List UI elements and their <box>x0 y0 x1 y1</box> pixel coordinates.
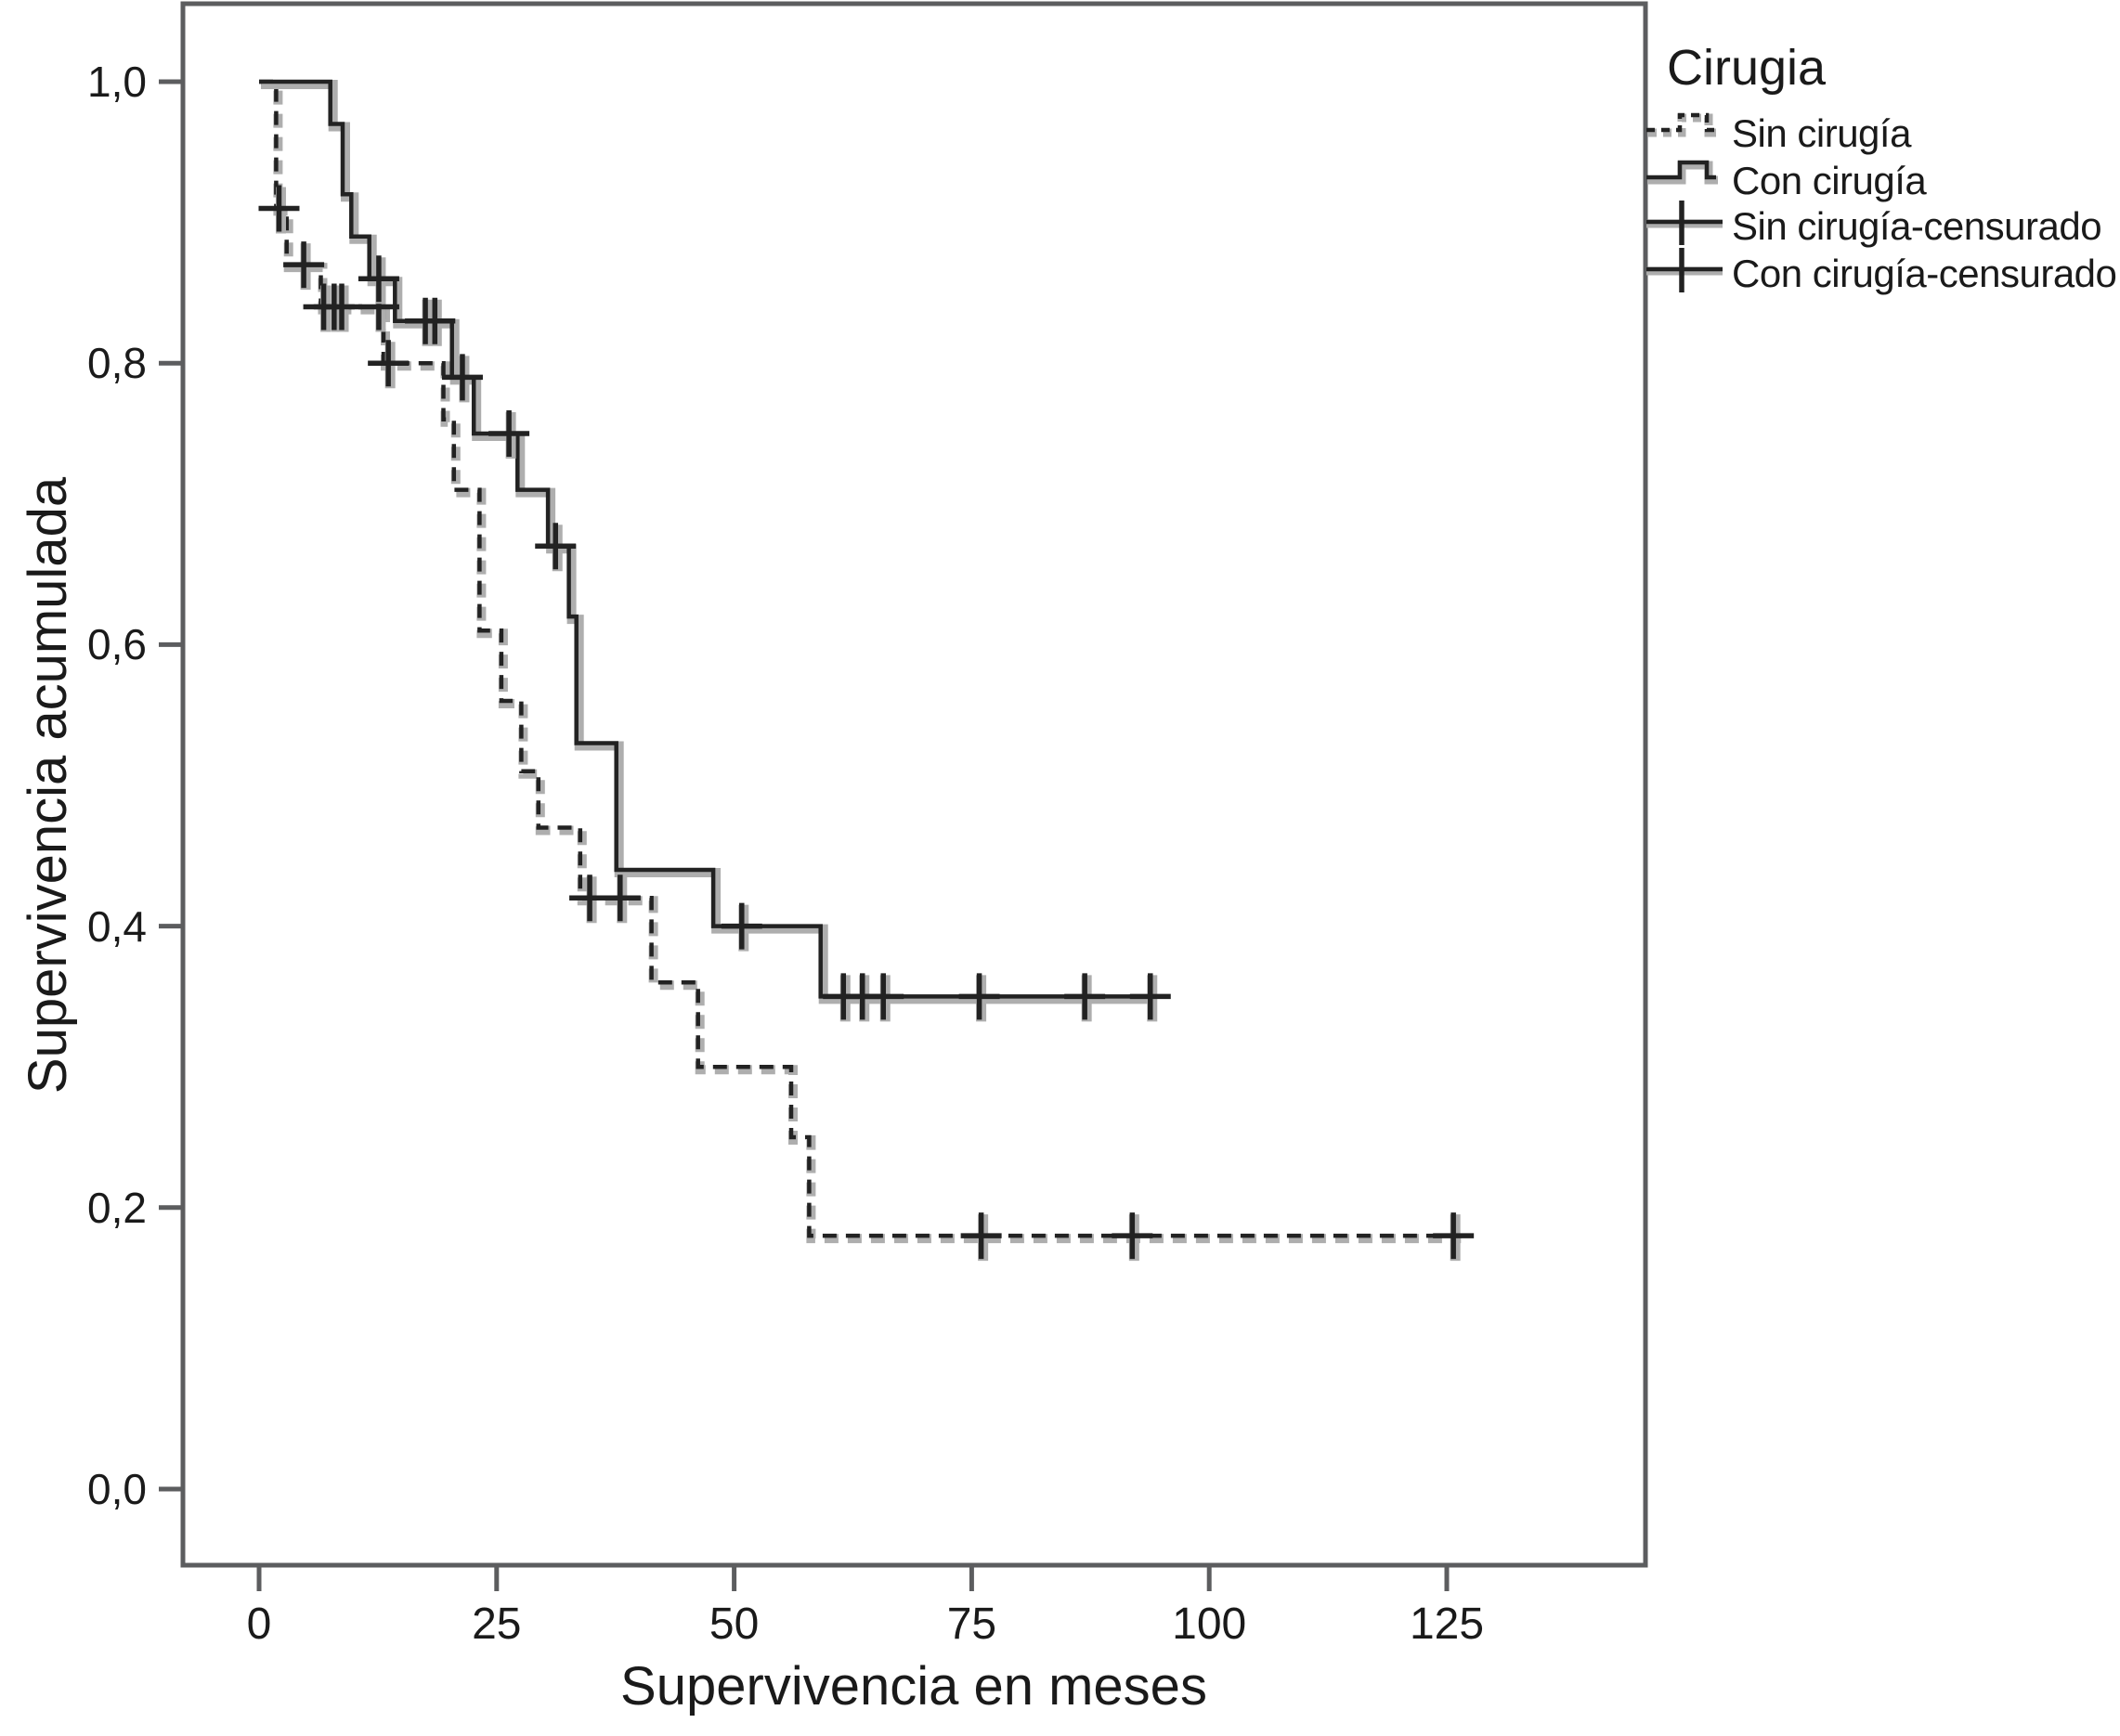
x-tick-label: 100 <box>1172 1600 1247 1649</box>
legend-item-label: Con cirugía <box>1732 159 1927 202</box>
legend-title: Cirugia <box>1667 40 1827 96</box>
legend-item-label: Sin cirugía-censurado <box>1732 204 2102 248</box>
y-tick-label: 0,8 <box>87 339 147 388</box>
x-tick-label: 125 <box>1409 1600 1485 1649</box>
x-axis-title: Supervivencia en meses <box>620 1656 1207 1717</box>
legend-item-label: Sin cirugía <box>1732 111 1911 155</box>
y-tick-label: 0,4 <box>87 901 147 951</box>
x-tick-label: 50 <box>709 1600 760 1649</box>
legend-sample-3 <box>1646 248 1723 292</box>
series-sin-cirugia-line <box>259 79 1460 1238</box>
y-tick-label: 0,2 <box>87 1183 147 1232</box>
legend-step-halo <box>1648 113 1718 137</box>
legend-sample-2 <box>1646 201 1723 245</box>
legend-dashed-step-icon <box>1646 112 1716 133</box>
legend-step-halo <box>1648 161 1718 185</box>
x-tick-label: 75 <box>946 1600 997 1649</box>
legend-sample-1 <box>1646 160 1718 185</box>
plot-frame <box>180 1 1648 1568</box>
y-tick-label: 0,6 <box>87 620 147 669</box>
series-sin-cirugia-halo <box>261 80 1462 1244</box>
x-tick-label: 0 <box>246 1600 272 1649</box>
legend-sample-0 <box>1646 112 1718 137</box>
y-axis-title: Supervivencia acumulada <box>18 476 78 1095</box>
legend-item-label: Con cirugía-censurado <box>1732 252 2117 295</box>
series-sin-cirugia-censor-marks <box>258 185 1475 1262</box>
series-con-cirugia-censor-marks <box>358 255 1171 1022</box>
legend: Cirugia Sin cirugía Con cirugía Sin cirugí… <box>0 0 2120 390</box>
y-tick-label: 1,0 <box>87 58 147 106</box>
legend-solid-step-icon <box>1646 160 1716 180</box>
y-tick-label: 0,0 <box>87 1465 147 1513</box>
x-tick-label: 25 <box>472 1600 522 1649</box>
